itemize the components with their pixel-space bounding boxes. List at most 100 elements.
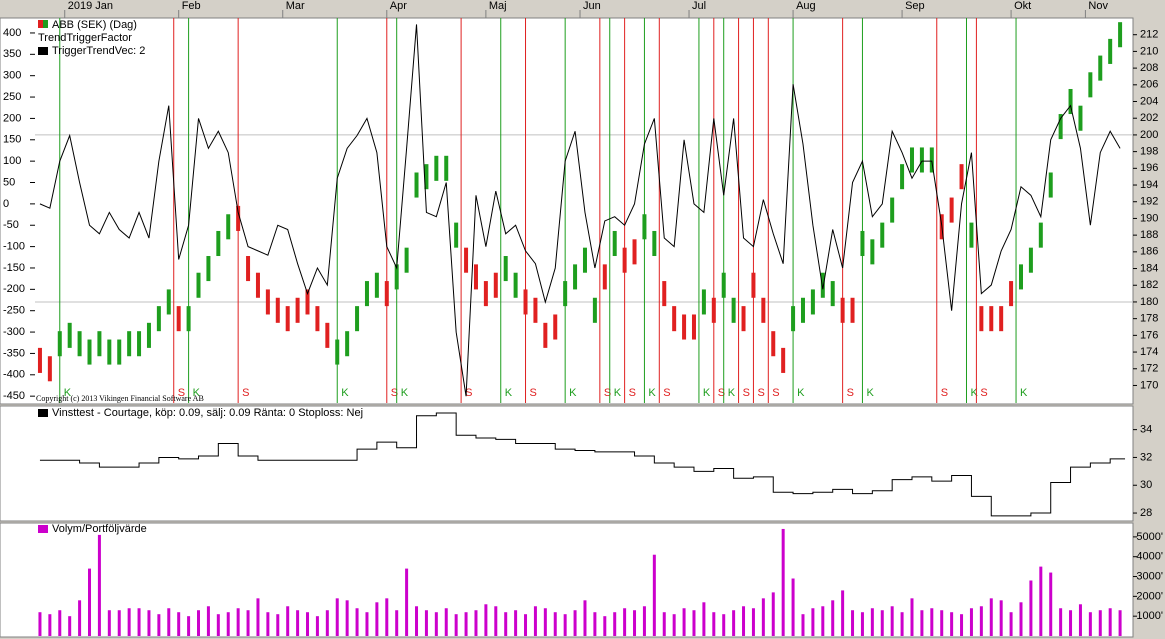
y2-tick-label: 30	[1140, 479, 1152, 491]
price-bar	[860, 230, 865, 257]
legend-label: TrendTriggerFactor	[38, 32, 132, 44]
y-tick-label: -350	[3, 347, 25, 359]
signal-label: S	[391, 387, 398, 399]
price-bar	[166, 289, 171, 315]
price-bar	[97, 331, 102, 357]
price-bar	[414, 172, 419, 198]
volume-bar	[950, 612, 954, 636]
y2-tick-label: 34	[1140, 424, 1152, 436]
y-tick-label: 300	[3, 70, 21, 82]
volume-bar	[286, 606, 290, 636]
volume-bar	[1069, 610, 1073, 636]
price-bar	[345, 331, 350, 357]
volume-bar	[424, 610, 428, 636]
y-tick-label: 350	[3, 48, 21, 60]
volume-bar	[613, 612, 617, 636]
volume-bar	[1108, 608, 1112, 636]
price-panel	[0, 17, 1134, 405]
price-bar	[771, 331, 776, 357]
signal-label: S	[718, 387, 725, 399]
y-tick-label: 250	[3, 91, 21, 103]
y-tick-label: -250	[3, 305, 25, 317]
volume-bar	[761, 598, 765, 636]
price-bar	[850, 297, 855, 323]
volume-bar	[246, 610, 250, 636]
legend-icon	[38, 47, 48, 55]
volume-bar	[197, 610, 201, 636]
volume-bar	[712, 612, 716, 636]
volume-bar	[276, 614, 280, 636]
volume-bar	[226, 612, 230, 636]
copyright: Copyright (c) 2013 Vikingen Financial So…	[36, 394, 204, 403]
profit-line	[39, 412, 1126, 517]
price-bar	[364, 281, 369, 307]
y-tick-label: -150	[3, 262, 25, 274]
legend: ABB (SEK) (Dag) TrendTriggerFactor Trigg…	[38, 19, 363, 535]
x-tick-label: Aug	[796, 0, 816, 12]
price-bar	[969, 222, 974, 248]
volume-bar	[385, 598, 389, 636]
price-bar	[67, 322, 72, 348]
y2-tick-label: 28	[1140, 507, 1152, 519]
volume-bar	[216, 614, 220, 636]
volume-bar	[454, 614, 458, 636]
y-tick-label: -400	[3, 369, 25, 381]
signal-label: K	[703, 387, 711, 399]
legend-icon	[43, 20, 48, 28]
price-bar	[870, 239, 875, 265]
month-strip	[0, 0, 1165, 18]
volume-bar	[206, 606, 210, 636]
volume-bar	[682, 608, 686, 636]
y2-tick-label: 32	[1140, 451, 1152, 463]
volume-bar	[940, 610, 944, 636]
volume-bar	[573, 610, 577, 636]
volume-bar	[306, 612, 310, 636]
volume-bar	[791, 578, 795, 636]
price-bar	[285, 306, 290, 332]
price-bar	[711, 297, 716, 323]
volume-bar	[1118, 610, 1122, 636]
signal-label: K	[193, 387, 201, 399]
price-bar	[117, 339, 122, 365]
y2-tick-label: 180	[1140, 296, 1158, 308]
price-bar	[315, 306, 320, 332]
volume-bar	[662, 612, 666, 636]
y2-tick-label: 182	[1140, 279, 1158, 291]
volume-bar	[365, 612, 369, 636]
y-tick-label: 3000'	[1136, 570, 1163, 582]
volume-bar	[444, 608, 448, 636]
price-bar	[820, 272, 825, 298]
volume-bar	[1059, 608, 1063, 636]
price-bar	[305, 289, 310, 315]
volume-bar	[494, 606, 498, 636]
y2-tick-label: 190	[1140, 212, 1158, 224]
volume-bar	[920, 610, 924, 636]
y-tick-label: -50	[3, 219, 19, 231]
volume-bar	[78, 600, 82, 636]
y-tick-label: 50	[3, 176, 15, 188]
y2-tick-label: 188	[1140, 229, 1158, 241]
price-bar	[622, 247, 627, 273]
price-bar	[1098, 55, 1103, 81]
volume-bar	[900, 612, 904, 636]
price-bar	[47, 356, 52, 382]
volume-bar	[890, 606, 894, 636]
price-bar	[672, 306, 677, 332]
price-bar	[523, 289, 528, 315]
x-tick-label: Maj	[489, 0, 507, 12]
volume-bar	[623, 608, 627, 636]
volume-bar	[1049, 572, 1053, 636]
price-bar	[1009, 281, 1014, 307]
price-bar	[246, 256, 251, 282]
price-bar	[553, 314, 558, 340]
price-bar	[900, 164, 905, 190]
price-bar	[107, 339, 112, 365]
price-bar	[226, 214, 231, 240]
price-bar	[543, 322, 548, 348]
volume-bar	[117, 610, 121, 636]
y2-tick-label: 196	[1140, 162, 1158, 174]
price-bar	[137, 331, 142, 357]
volume-bar	[167, 608, 171, 636]
